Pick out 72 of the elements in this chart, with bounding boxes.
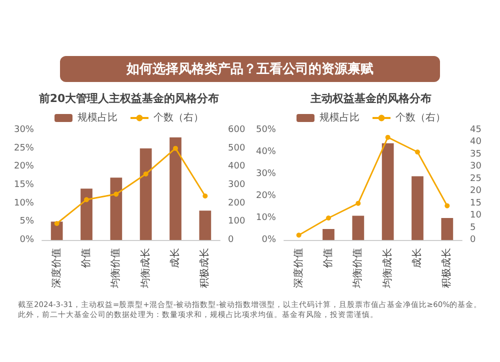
y-tick-label: 10% [14, 198, 34, 208]
bar [322, 229, 334, 240]
x-tick-label: 均衡成长 [139, 248, 152, 289]
y2-tick-label: 500 [228, 143, 246, 154]
y2-tick-label: 5 [470, 222, 476, 233]
y2-tick-label: 25 [470, 174, 482, 184]
point [415, 150, 420, 154]
y-tick-label: 20% [14, 162, 34, 172]
bar [352, 216, 364, 240]
point [296, 232, 302, 238]
bar [441, 218, 454, 240]
point [444, 203, 450, 208]
chart-subtitle: 前20大管理人主权益基金的风格分布 [38, 92, 220, 105]
point [326, 216, 331, 220]
point [385, 134, 390, 140]
bar [170, 137, 182, 240]
legend-label: 规模占比 [320, 112, 360, 124]
x-tick-label: 价值 [80, 248, 92, 269]
text: 如何选择风格类产品？五看公司的资源禀赋 [60, 56, 440, 82]
y2-tick-label: 0 [228, 235, 234, 245]
legend-label: 个数（右） [396, 112, 446, 124]
y2-tick-label: 100 [228, 216, 246, 227]
x-tick-label: 均衡价值 [110, 248, 122, 289]
y2-tick-label: 30 [470, 162, 482, 172]
bar [80, 188, 92, 240]
x-tick-label: 深度价值 [50, 248, 62, 288]
y2-tick-label: 10 [470, 210, 482, 221]
bar [199, 210, 212, 240]
y2-tick-label: 300 [228, 180, 246, 190]
y2-tick-label: 45 [470, 125, 482, 135]
point [143, 172, 148, 176]
y-tick-label: 40% [256, 147, 276, 157]
x-tick-label: 成长 [411, 248, 423, 268]
chart-subtitle: 主动权益基金的风格分布 [310, 92, 432, 105]
x-tick-label: 价值 [322, 248, 334, 269]
x-tick-label: 积极成长 [198, 248, 211, 288]
legend-label: 规模占比 [78, 112, 118, 124]
bar [50, 222, 63, 240]
bar [110, 178, 122, 240]
legend-label: 个数（右） [154, 112, 204, 124]
point [114, 192, 119, 197]
y-tick-label: 10% [256, 213, 276, 223]
y2-tick-label: 200 [228, 198, 246, 208]
x-tick-label: 成长 [169, 248, 181, 268]
bar [412, 176, 424, 240]
y2-tick-label: 20 [470, 186, 482, 196]
point [356, 200, 361, 206]
y2-tick-label: 600 [228, 125, 246, 135]
y-tick-label: 25% [14, 143, 34, 154]
y-tick-label: 30% [256, 169, 276, 179]
y2-tick-label: 15 [470, 198, 482, 208]
x-tick-label: 均衡价值 [352, 248, 364, 289]
y-tick-label: 15% [14, 180, 34, 190]
point [84, 197, 89, 202]
y-tick-label: 5% [20, 216, 34, 227]
y2-tick-label: 40 [470, 137, 482, 148]
y-tick-label: 50% [256, 125, 276, 135]
x-tick-label: 深度价值 [292, 248, 304, 288]
bar [140, 148, 152, 240]
bar [382, 143, 394, 240]
y-tick-label: 0% [262, 235, 276, 245]
y2-tick-label: 400 [228, 162, 246, 172]
y2-tick-label: 35 [470, 149, 482, 160]
y-tick-label: 30% [14, 125, 34, 135]
x-tick-label: 积极成长 [440, 248, 453, 288]
y2-tick-label: 0 [470, 235, 476, 245]
point [173, 146, 178, 151]
y-tick-label: 20% [256, 191, 276, 201]
point [54, 221, 60, 226]
point [202, 194, 208, 198]
y-tick-label: 0% [20, 235, 34, 245]
x-tick-label: 均衡成长 [381, 248, 394, 289]
